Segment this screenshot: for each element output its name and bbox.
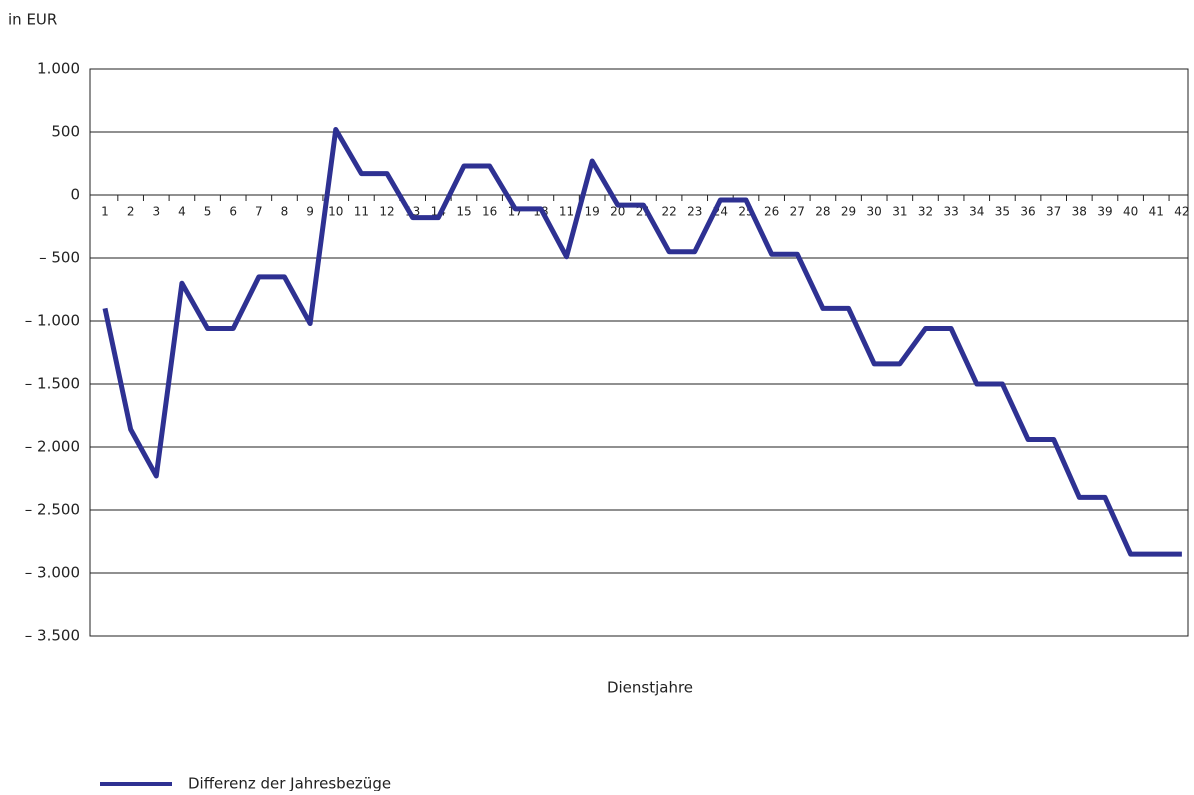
x-tick-label: 9	[306, 205, 314, 219]
y-tick-label: 500	[51, 123, 80, 141]
x-tick-label: 20	[610, 205, 625, 219]
x-tick-label: 19	[585, 205, 600, 219]
y-tick-label: – 2.500	[25, 501, 80, 519]
x-tick-label: 15	[456, 205, 471, 219]
x-tick-label: 8	[281, 205, 289, 219]
y-tick-label: – 2.000	[25, 438, 80, 456]
y-unit-label: in EUR	[8, 11, 57, 29]
x-tick-label: 39	[1097, 205, 1112, 219]
x-tick-label: 2	[127, 205, 135, 219]
x-tick-label: 22	[661, 205, 676, 219]
x-tick-label: 42	[1174, 205, 1189, 219]
x-tick-label: 3	[152, 205, 160, 219]
x-tick-label: 34	[969, 205, 984, 219]
x-tick-label: 27	[790, 205, 805, 219]
x-tick-label: 32	[918, 205, 933, 219]
x-tick-label: 5	[204, 205, 212, 219]
y-tick-label: – 1.000	[25, 312, 80, 330]
x-tick-label: 30	[867, 205, 882, 219]
y-tick-label: – 500	[39, 249, 80, 267]
x-tick-label: 31	[892, 205, 907, 219]
y-tick-label: – 3.500	[25, 627, 80, 645]
x-tick-label: 16	[482, 205, 497, 219]
x-tick-label: 26	[764, 205, 779, 219]
x-tick-label: 37	[1046, 205, 1061, 219]
x-tick-label: 33	[943, 205, 958, 219]
x-tick-label: 11	[559, 205, 574, 219]
x-tick-label: 23	[687, 205, 702, 219]
x-tick-label: 35	[995, 205, 1010, 219]
data-line	[102, 126, 1182, 557]
legend-label: Differenz der Jahresbezüge	[188, 775, 391, 792]
x-tick-label: 10	[328, 205, 343, 219]
x-axis-label: Dienstjahre	[607, 679, 693, 697]
plot-frame	[89, 68, 1189, 637]
x-tick-label: 6	[229, 205, 237, 219]
x-tick-label: 4	[178, 205, 186, 219]
x-tick-label: 28	[815, 205, 830, 219]
x-tick-label: 12	[379, 205, 394, 219]
y-tick-label: 1.000	[37, 60, 80, 78]
x-tick-label: 38	[1072, 205, 1087, 219]
x-tick-label: 11	[354, 205, 369, 219]
x-tick-label: 36	[1020, 205, 1035, 219]
x-tick-label: 29	[841, 205, 856, 219]
x-tick-label: 1	[101, 205, 109, 219]
x-tick-label: 40	[1123, 205, 1138, 219]
x-tick-label: 7	[255, 205, 263, 219]
y-tick-label: 0	[70, 186, 80, 204]
y-tick-label: – 3.000	[25, 564, 80, 582]
x-tick-label: 41	[1149, 205, 1164, 219]
y-tick-label: – 1.500	[25, 375, 80, 393]
